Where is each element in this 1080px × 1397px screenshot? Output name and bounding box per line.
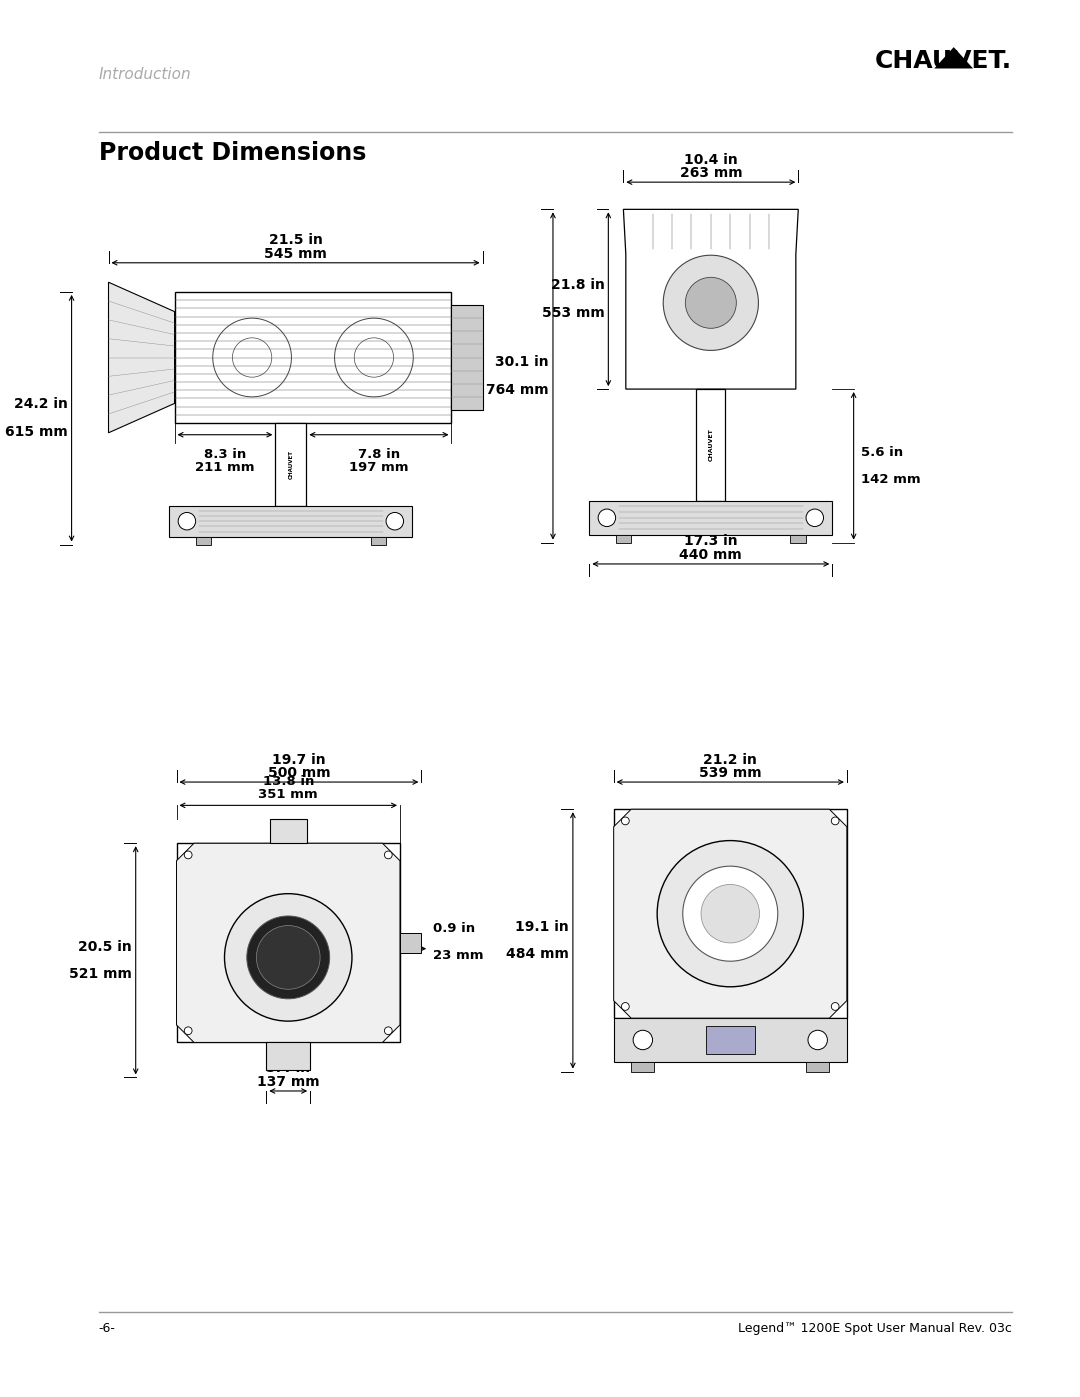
Text: 21.5 in: 21.5 in bbox=[269, 233, 323, 247]
Circle shape bbox=[686, 278, 737, 328]
FancyBboxPatch shape bbox=[631, 1062, 654, 1071]
FancyBboxPatch shape bbox=[270, 819, 307, 844]
Text: 351 mm: 351 mm bbox=[258, 788, 318, 802]
FancyBboxPatch shape bbox=[175, 292, 451, 423]
FancyBboxPatch shape bbox=[806, 1062, 829, 1071]
Text: 0.9 in: 0.9 in bbox=[433, 922, 475, 935]
Circle shape bbox=[832, 817, 839, 824]
Circle shape bbox=[633, 1030, 652, 1049]
Text: 5.6 in: 5.6 in bbox=[862, 446, 904, 460]
Text: 615 mm: 615 mm bbox=[5, 425, 68, 439]
Text: -6-: -6- bbox=[98, 1322, 116, 1334]
Text: 19.1 in: 19.1 in bbox=[515, 919, 569, 933]
Polygon shape bbox=[623, 210, 798, 390]
FancyBboxPatch shape bbox=[613, 1018, 847, 1062]
FancyBboxPatch shape bbox=[170, 506, 413, 536]
FancyBboxPatch shape bbox=[613, 809, 847, 1018]
Text: 5.4 in: 5.4 in bbox=[266, 1062, 310, 1076]
Circle shape bbox=[185, 851, 192, 859]
Text: 545 mm: 545 mm bbox=[265, 247, 327, 261]
Text: 24.2 in: 24.2 in bbox=[14, 397, 68, 412]
Circle shape bbox=[225, 894, 352, 1021]
Text: 30.1 in: 30.1 in bbox=[496, 355, 549, 369]
Text: 500 mm: 500 mm bbox=[268, 766, 330, 780]
Text: 10.4 in: 10.4 in bbox=[684, 152, 738, 166]
Circle shape bbox=[386, 513, 404, 529]
Circle shape bbox=[808, 1030, 827, 1049]
Text: CHAUVET: CHAUVET bbox=[708, 429, 713, 461]
Text: 440 mm: 440 mm bbox=[679, 548, 742, 562]
FancyBboxPatch shape bbox=[370, 536, 386, 545]
Circle shape bbox=[185, 1027, 192, 1035]
Text: 21.2 in: 21.2 in bbox=[703, 753, 757, 767]
Circle shape bbox=[384, 851, 392, 859]
FancyBboxPatch shape bbox=[267, 1042, 310, 1070]
Text: 484 mm: 484 mm bbox=[507, 947, 569, 961]
FancyBboxPatch shape bbox=[195, 536, 212, 545]
Text: Introduction: Introduction bbox=[98, 67, 191, 81]
Polygon shape bbox=[934, 47, 973, 68]
Circle shape bbox=[247, 916, 329, 999]
Text: 197 mm: 197 mm bbox=[349, 461, 408, 474]
Text: 8.3 in: 8.3 in bbox=[204, 448, 246, 461]
FancyBboxPatch shape bbox=[791, 535, 806, 542]
FancyBboxPatch shape bbox=[697, 390, 726, 500]
Circle shape bbox=[256, 926, 320, 989]
Circle shape bbox=[832, 1003, 839, 1010]
Circle shape bbox=[806, 509, 824, 527]
Circle shape bbox=[663, 256, 758, 351]
FancyBboxPatch shape bbox=[400, 933, 421, 953]
Text: 137 mm: 137 mm bbox=[257, 1076, 320, 1090]
Text: 23 mm: 23 mm bbox=[433, 949, 484, 961]
Circle shape bbox=[683, 866, 778, 961]
Text: 764 mm: 764 mm bbox=[486, 383, 549, 397]
Text: 521 mm: 521 mm bbox=[69, 967, 132, 981]
Circle shape bbox=[657, 841, 804, 986]
Circle shape bbox=[720, 1030, 740, 1049]
Text: 553 mm: 553 mm bbox=[542, 306, 605, 320]
Polygon shape bbox=[108, 282, 175, 433]
Circle shape bbox=[621, 1003, 630, 1010]
Polygon shape bbox=[613, 809, 847, 1018]
FancyBboxPatch shape bbox=[176, 844, 400, 1042]
Circle shape bbox=[384, 1027, 392, 1035]
Text: 7.8 in: 7.8 in bbox=[357, 448, 400, 461]
Text: 20.5 in: 20.5 in bbox=[78, 940, 132, 954]
Polygon shape bbox=[176, 844, 400, 1042]
Text: 21.8 in: 21.8 in bbox=[551, 278, 605, 292]
Circle shape bbox=[178, 513, 195, 529]
Circle shape bbox=[621, 817, 630, 824]
FancyBboxPatch shape bbox=[616, 535, 631, 542]
Text: 211 mm: 211 mm bbox=[195, 461, 255, 474]
Text: 19.7 in: 19.7 in bbox=[272, 753, 326, 767]
Text: 17.3 in: 17.3 in bbox=[684, 535, 738, 549]
Text: Product Dimensions: Product Dimensions bbox=[98, 141, 366, 165]
Text: 142 mm: 142 mm bbox=[862, 472, 921, 486]
FancyBboxPatch shape bbox=[275, 423, 307, 506]
Text: Legend™ 1200E Spot User Manual Rev. 03c: Legend™ 1200E Spot User Manual Rev. 03c bbox=[738, 1322, 1012, 1334]
FancyBboxPatch shape bbox=[451, 305, 483, 409]
Text: 13.8 in: 13.8 in bbox=[262, 775, 314, 788]
Text: 539 mm: 539 mm bbox=[699, 766, 761, 780]
Circle shape bbox=[701, 884, 759, 943]
Text: CHAUVET: CHAUVET bbox=[288, 450, 294, 479]
Text: 263 mm: 263 mm bbox=[679, 166, 742, 180]
FancyBboxPatch shape bbox=[706, 1025, 755, 1055]
Circle shape bbox=[598, 509, 616, 527]
FancyBboxPatch shape bbox=[590, 500, 833, 535]
Text: CHAUVET.: CHAUVET. bbox=[875, 49, 1012, 73]
